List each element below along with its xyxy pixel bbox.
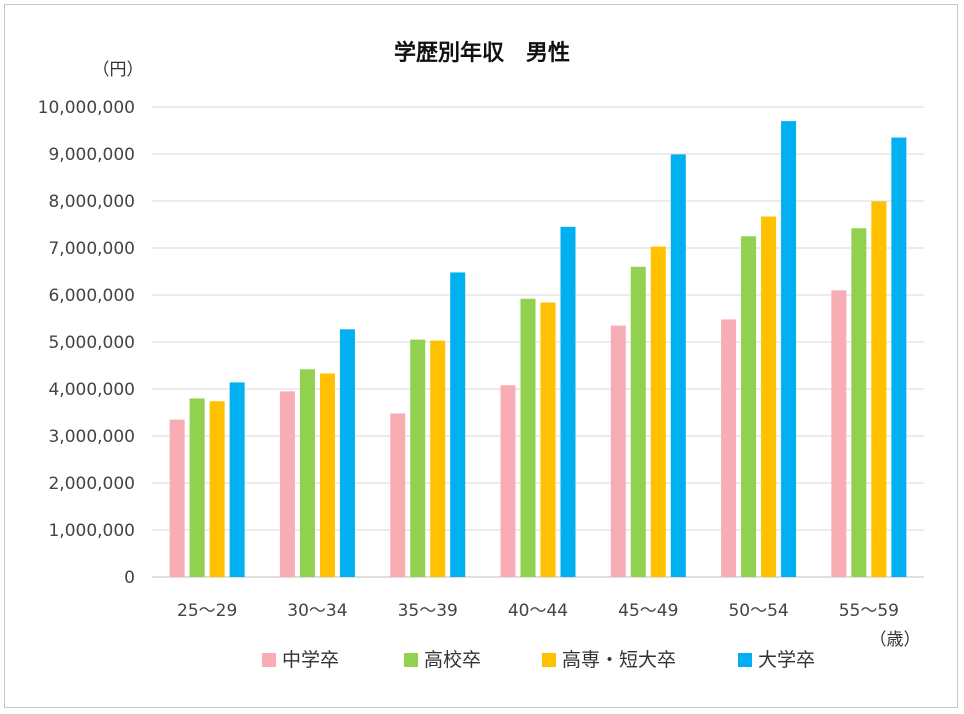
y-tick-label: 8,000,000 [48, 192, 135, 212]
bar [339, 329, 355, 577]
bar [500, 385, 516, 577]
x-tick-label: 50～54 [728, 601, 788, 621]
bar [721, 319, 737, 577]
bar [630, 266, 646, 577]
bar [390, 413, 406, 577]
legend: 中学卒 高校卒 高専・短大卒 大学卒 [262, 649, 815, 671]
bar [781, 121, 797, 577]
bar [279, 391, 295, 577]
bar [871, 201, 887, 577]
y-axis-ticks: 0 1,000,000 2,000,000 3,000,000 4,000,000 5,0… [38, 98, 135, 588]
bar [891, 137, 907, 578]
y-tick-label: 4,000,000 [48, 380, 135, 400]
bar [430, 340, 446, 577]
bar [410, 339, 426, 577]
legend-label: 中学卒 [282, 649, 339, 671]
x-tick-label: 40～44 [508, 601, 568, 621]
chart-title: 学歴別年収 男性 [394, 40, 570, 66]
legend-label: 大学卒 [758, 649, 815, 671]
bar [299, 369, 315, 577]
legend-swatch [542, 653, 556, 667]
y-tick-label: 7,000,000 [48, 239, 135, 259]
bar [540, 302, 556, 577]
gridlines [152, 106, 924, 578]
x-tick-label: 45～49 [618, 601, 678, 621]
y-tick-label: 0 [124, 568, 135, 588]
y-tick-label: 3,000,000 [48, 427, 135, 447]
y-unit-label: （円） [93, 60, 144, 80]
bar [831, 290, 847, 577]
bar [610, 325, 626, 577]
legend-label: 高専・短大卒 [562, 649, 676, 671]
x-axis-ticks: 25～29 30～34 35～39 40～44 45～49 50～54 55～59 [177, 601, 899, 621]
y-tick-label: 2,000,000 [48, 474, 135, 494]
x-tick-label: 25～29 [177, 601, 237, 621]
chart-frame [4, 4, 958, 708]
bar [761, 216, 777, 577]
y-tick-label: 1,000,000 [48, 521, 135, 541]
bar [741, 236, 757, 577]
bar [209, 401, 225, 577]
x-tick-label: 35～39 [398, 601, 458, 621]
bar [169, 419, 185, 577]
y-tick-label: 10,000,000 [38, 98, 135, 118]
legend-swatch [262, 653, 276, 667]
legend-swatch [404, 653, 418, 667]
bar [229, 382, 245, 577]
bar [520, 298, 536, 577]
bar [650, 246, 666, 577]
x-tick-label: 30～34 [287, 601, 347, 621]
bar [560, 226, 576, 577]
bar [670, 154, 686, 577]
y-tick-label: 6,000,000 [48, 286, 135, 306]
bar [189, 398, 205, 577]
y-tick-label: 5,000,000 [48, 333, 135, 353]
legend-label: 高校卒 [424, 649, 481, 671]
x-tick-label: 55～59 [839, 601, 899, 621]
bar [319, 373, 335, 577]
x-unit-label: （歳） [870, 630, 921, 650]
y-tick-label: 9,000,000 [48, 145, 135, 165]
bar [450, 272, 466, 577]
legend-swatch [738, 653, 752, 667]
bars [169, 121, 907, 578]
bar [851, 228, 867, 577]
